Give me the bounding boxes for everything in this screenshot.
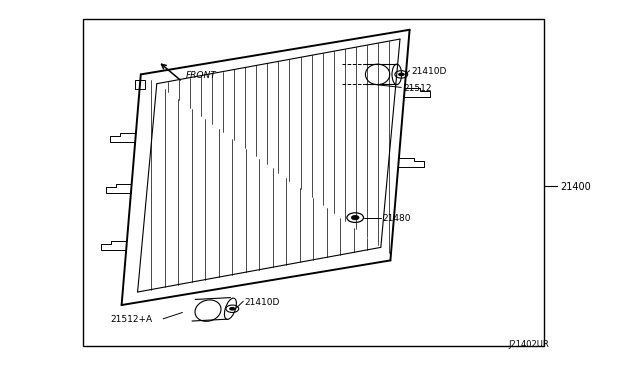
Bar xyxy=(83,19,544,346)
Text: 21512+A: 21512+A xyxy=(110,315,152,324)
Text: 21400: 21400 xyxy=(560,182,591,192)
Text: 21410D: 21410D xyxy=(244,298,280,307)
Text: J21402UR: J21402UR xyxy=(508,340,549,349)
Text: 21480: 21480 xyxy=(383,214,412,223)
Circle shape xyxy=(229,307,236,311)
Circle shape xyxy=(351,215,359,220)
Bar xyxy=(135,80,145,89)
Text: 21512: 21512 xyxy=(403,84,432,93)
Text: FRONT: FRONT xyxy=(186,71,216,80)
Circle shape xyxy=(398,73,404,76)
Text: 21410D: 21410D xyxy=(411,67,446,76)
